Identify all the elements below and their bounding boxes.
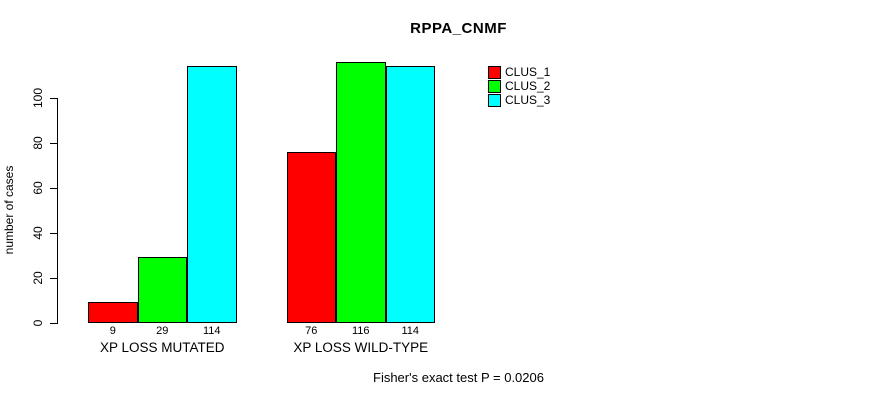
y-tick-mark [50, 322, 57, 324]
y-tick-label: 20 [31, 270, 45, 285]
bar-value-label: 9 [109, 325, 116, 337]
legend-item-clus1: CLUS_1 [488, 65, 550, 79]
y-axis-line [57, 97, 58, 324]
y-axis-title: number of cases [2, 165, 16, 255]
legend-swatch-clus1 [488, 65, 501, 79]
bar-wildtype-clus2 [336, 61, 386, 323]
legend-label-clus2: CLUS_2 [505, 79, 551, 93]
legend-swatch-clus2 [488, 79, 501, 93]
y-tick-label: 60 [31, 180, 45, 195]
bar-wildtype-clus3 [385, 66, 435, 323]
legend: CLUS_1 CLUS_2 CLUS_3 [488, 65, 550, 107]
y-tick-label: 0 [31, 319, 45, 326]
x-category-label-mutated: XP LOSS MUTATED [99, 340, 225, 355]
legend-swatch-clus3 [488, 93, 501, 107]
bar-value-label: 114 [202, 325, 221, 337]
legend-label-clus3: CLUS_3 [505, 93, 551, 107]
bar-mutated-clus2 [137, 257, 187, 323]
bar-mutated-clus1 [88, 302, 138, 323]
x-category-label-wildtype: XP LOSS WILD-TYPE [293, 340, 429, 355]
legend-item-clus2: CLUS_2 [488, 79, 550, 93]
y-tick-mark [50, 97, 57, 99]
bar-wildtype-clus1 [286, 151, 336, 323]
y-tick-mark [50, 142, 57, 144]
bar-mutated-clus3 [187, 66, 237, 323]
y-tick-label: 80 [31, 135, 45, 150]
y-tick-mark [50, 187, 57, 189]
y-tick-label: 40 [31, 225, 45, 240]
fisher-test-annotation: Fisher's exact test P = 0.0206 [373, 370, 544, 385]
bar-value-label: 29 [156, 325, 169, 337]
y-tick-mark [50, 277, 57, 279]
y-tick-label: 100 [31, 87, 45, 108]
y-tick-mark [50, 232, 57, 234]
bar-value-label: 76 [305, 325, 318, 337]
bar-value-label: 116 [351, 325, 370, 337]
legend-label-clus1: CLUS_1 [505, 65, 551, 79]
chart-title: RPPA_CNMF [410, 20, 507, 37]
legend-item-clus3: CLUS_3 [488, 93, 550, 107]
bar-value-label: 114 [401, 325, 420, 337]
